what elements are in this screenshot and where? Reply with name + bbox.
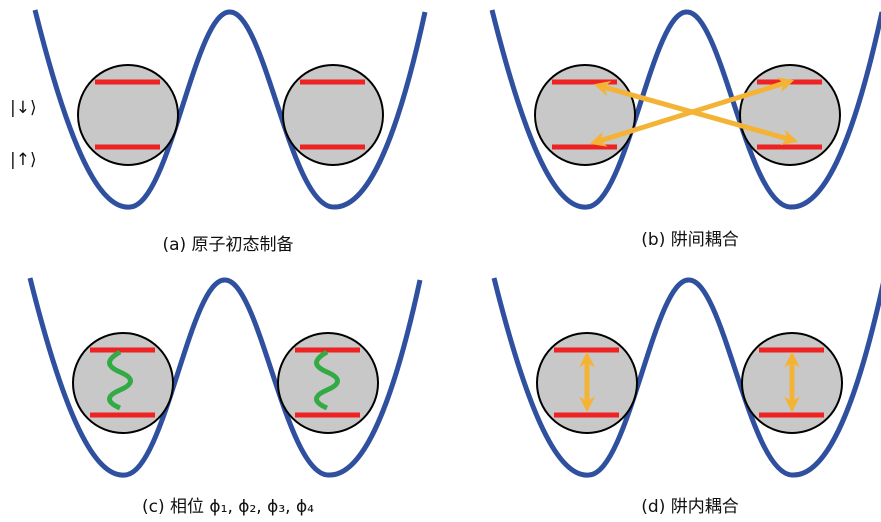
panel-c: (c) 相位 ϕ₁, ϕ₂, ϕ₃, ϕ₄ bbox=[30, 278, 420, 517]
double-well bbox=[494, 278, 881, 475]
panel-b: (b) 阱间耦合 bbox=[492, 10, 881, 250]
caption: (b) 阱间耦合 bbox=[641, 230, 738, 250]
panel-d: (d) 阱内耦合 bbox=[494, 278, 881, 517]
caption: (d) 阱内耦合 bbox=[641, 497, 738, 517]
panel-a: |↓⟩ |↑⟩ (a) 原子初态制备 bbox=[10, 10, 425, 255]
caption: (a) 原子初态制备 bbox=[162, 235, 293, 255]
caption: (c) 相位 ϕ₁, ϕ₂, ϕ₃, ϕ₄ bbox=[142, 497, 314, 517]
spin-down-label: |↓⟩ bbox=[10, 98, 37, 118]
spin-up-label: |↑⟩ bbox=[10, 150, 37, 170]
double-well bbox=[35, 10, 425, 207]
diagram: |↓⟩ |↑⟩ (a) 原子初态制备 (b) 阱间耦合 (c) 相位 ϕ₁, ϕ… bbox=[0, 0, 881, 522]
double-well bbox=[30, 278, 420, 475]
